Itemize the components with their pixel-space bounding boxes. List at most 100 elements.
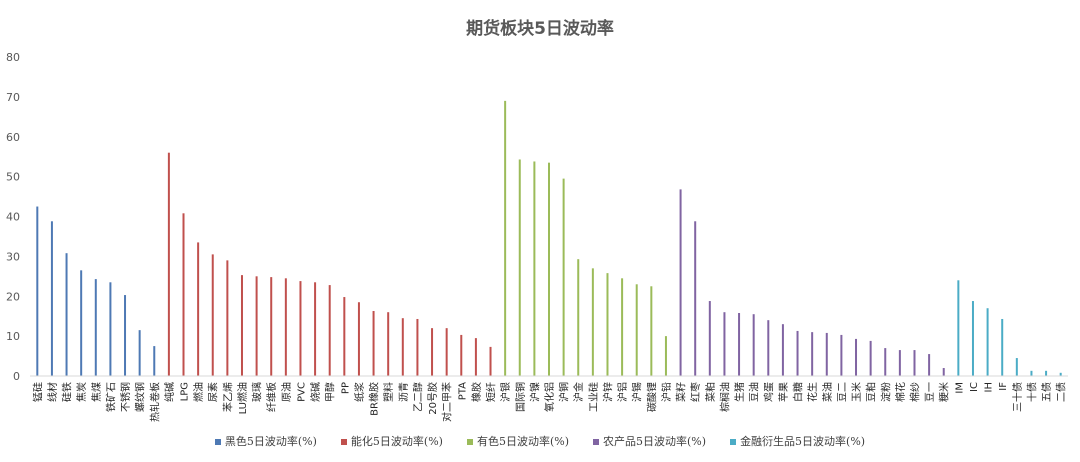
bar [840, 334, 843, 376]
bar [445, 328, 448, 376]
bar [94, 279, 97, 376]
x-tick-label: 锰硅 [31, 382, 44, 402]
bar [621, 278, 624, 376]
x-tick-label: 粳米 [938, 382, 951, 402]
x-tick-label: 纤维板 [265, 382, 278, 412]
x-tick-label: 豆一 [924, 382, 936, 402]
legend-item: 能化5日波动率(%) [340, 433, 443, 449]
bar [65, 253, 68, 376]
bar [577, 259, 580, 376]
legend-label: 黑色5日波动率(%) [224, 435, 317, 448]
y-tick-label: 30 [6, 250, 20, 263]
x-tick-label: 玉米 [850, 382, 863, 402]
bar [284, 278, 287, 376]
x-tick-label: 花生 [806, 382, 819, 402]
x-tick-label: 二债 [1055, 382, 1068, 402]
x-tick-label: 塑料 [382, 382, 395, 402]
bar [197, 242, 200, 376]
bar [489, 346, 492, 376]
bar [211, 254, 214, 376]
bar [182, 213, 185, 376]
bar [650, 286, 653, 376]
bar [767, 320, 770, 376]
x-tick-label: 硅铁 [61, 382, 74, 402]
legend-swatch [730, 439, 737, 445]
x-tick-label: 沪银 [499, 382, 512, 402]
bar [606, 273, 609, 376]
bar [562, 178, 565, 376]
x-tick-label: 菜粕 [704, 382, 717, 402]
legend: 黑色5日波动率(%) 能化5日波动率(%) 有色5日波动率(%) 农产品5日波动率(%… [0, 433, 1080, 449]
x-tick-label: PTA [457, 382, 468, 400]
x-tick-label: 焦炭 [75, 382, 88, 402]
bar [723, 312, 726, 376]
bar [708, 301, 711, 376]
legend-label: 能化5日波动率(%) [350, 435, 443, 448]
bar [548, 162, 550, 376]
bar [796, 330, 799, 376]
x-tick-label: 三十债 [1011, 382, 1024, 412]
bar [825, 332, 828, 376]
legend-item: 农产品5日波动率(%) [593, 433, 706, 449]
x-tick-label: 橡胶 [470, 382, 483, 402]
x-tick-label: 棕榈油 [718, 382, 731, 412]
x-tick-label: 原油 [280, 382, 293, 402]
legend-item: 金融衍生品5日波动率(%) [730, 433, 865, 449]
x-tick-label: LPG [180, 382, 191, 401]
x-tick-label: 焦煤 [90, 382, 103, 402]
x-tick-label: 生猪 [733, 382, 746, 402]
bar [372, 311, 375, 376]
x-tick-label: 沪铜 [558, 382, 571, 402]
x-tick-label: 不锈钢 [119, 382, 132, 412]
x-tick-label: 菜油 [821, 382, 834, 402]
bar [474, 338, 477, 376]
x-tick-label: 五债 [1040, 382, 1053, 402]
legend-label: 有色5日波动率(%) [476, 435, 570, 448]
legend-item: 有色5日波动率(%) [466, 433, 570, 449]
bar [314, 282, 317, 376]
x-tick-label: 沪金 [572, 382, 585, 402]
bar [752, 314, 755, 376]
legend-swatch [340, 439, 347, 445]
bar [855, 338, 858, 376]
x-tick-label: 棉纱 [908, 382, 921, 402]
bar [124, 295, 127, 376]
x-tick-label: IM [954, 382, 965, 394]
legend-swatch [466, 439, 473, 445]
x-tick-label: 苯乙烯 [221, 382, 234, 412]
bar [50, 221, 53, 376]
x-tick-label: 线材 [46, 382, 59, 402]
chart-title: 期货板块5日波动率 [466, 19, 614, 39]
bar [928, 354, 931, 376]
bar [679, 189, 682, 376]
x-tick-label: 氧化铝 [543, 382, 556, 412]
legend-swatch [593, 439, 600, 445]
x-tick-label: 豆粕 [865, 382, 878, 402]
x-tick-label: 淀粉 [879, 382, 892, 402]
y-axis: 0 10 20 30 40 50 60 70 80 [6, 51, 20, 383]
bar [504, 100, 507, 377]
x-tick-label: 甲醇 [324, 382, 337, 402]
bar [1030, 370, 1033, 376]
legend-item: 黑色5日波动率(%) [214, 433, 317, 449]
bar [431, 328, 434, 376]
x-tick-label: 豆二 [836, 382, 848, 402]
y-tick-label: 60 [6, 131, 20, 144]
x-tick-label: 豆油 [748, 382, 761, 402]
bar [226, 260, 229, 376]
x-tick-label: 沪锌 [601, 382, 614, 402]
x-tick-label: 红枣 [689, 382, 702, 402]
bar [357, 302, 360, 376]
x-tick-label: 国际铜 [515, 382, 527, 412]
legend-label: 农产品5日波动率(%) [603, 435, 707, 448]
x-tick-label: 短纤 [485, 382, 498, 402]
y-tick-label: 20 [6, 290, 20, 303]
bar [36, 206, 39, 376]
x-tick-label: IH [984, 382, 995, 392]
bar [80, 270, 83, 376]
x-tick-label: BR橡胶 [368, 382, 381, 416]
bar [518, 159, 521, 376]
bar [942, 368, 945, 376]
x-tick-label: 菜籽 [676, 382, 688, 402]
bar [913, 350, 916, 376]
